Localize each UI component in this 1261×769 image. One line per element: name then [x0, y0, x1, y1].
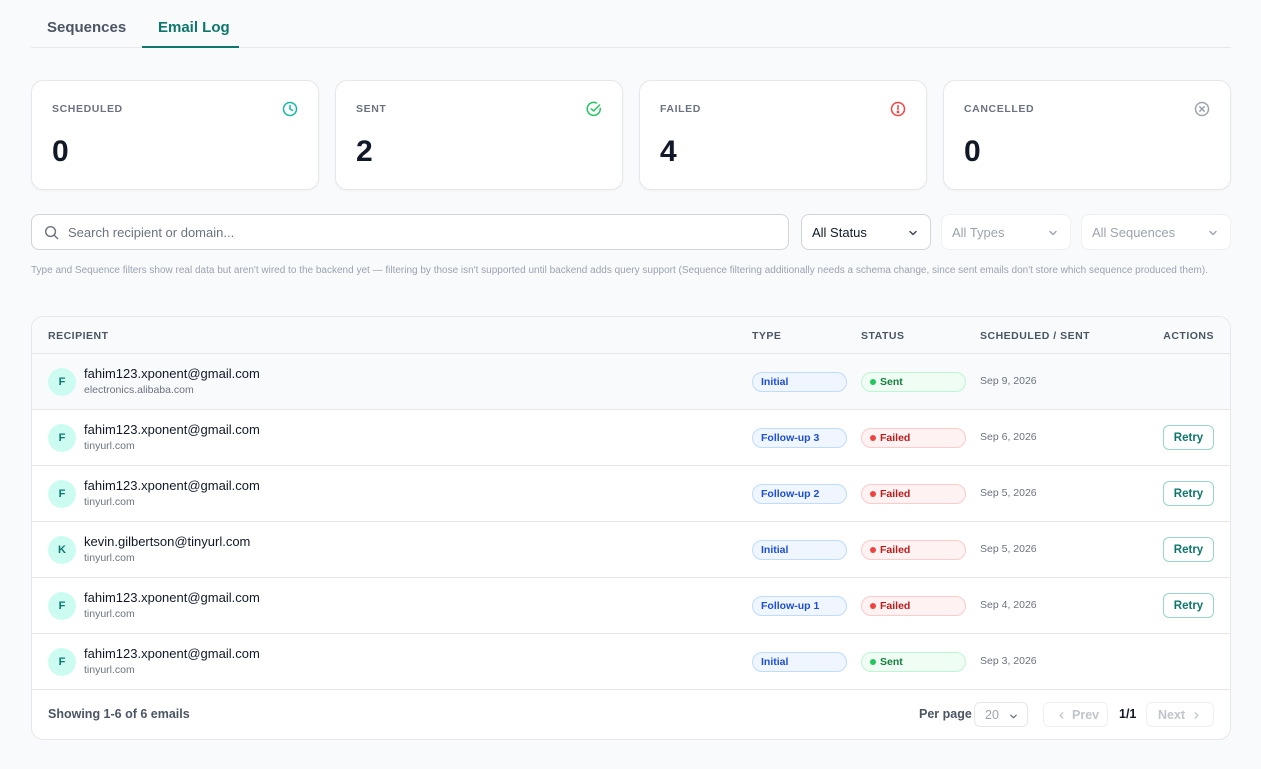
retry-button[interactable]: Retry — [1163, 537, 1214, 562]
status-badge: Sent — [861, 652, 966, 672]
alert-circle-icon — [890, 101, 906, 117]
status-badge: Sent — [861, 372, 966, 392]
status-badge: Failed — [861, 484, 966, 504]
chevron-right-icon — [1194, 712, 1199, 719]
recipient-email: fahim123.xponent@gmail.com — [84, 422, 260, 437]
tab-email-log[interactable]: Email Log — [158, 19, 230, 36]
stat-value: 2 — [356, 135, 373, 168]
recipient-email: fahim123.xponent@gmail.com — [84, 646, 260, 661]
chevron-down-icon — [909, 230, 917, 236]
clock-icon — [282, 101, 298, 117]
scheduled-date: Sep 4, 2026 — [980, 599, 1037, 611]
stat-value: 0 — [964, 135, 981, 168]
recipient-domain: electronics.alibaba.com — [84, 384, 194, 396]
column-header-date: SCHEDULED / SENT — [980, 330, 1091, 342]
stat-value: 4 — [660, 135, 677, 168]
recipient-domain: tinyurl.com — [84, 496, 135, 508]
active-tab-indicator — [142, 46, 239, 48]
recipient-email: fahim123.xponent@gmail.com — [84, 366, 260, 381]
column-header-actions: ACTIONS — [1163, 330, 1214, 342]
recipient-domain: tinyurl.com — [84, 440, 135, 452]
scheduled-date: Sep 9, 2026 — [980, 375, 1037, 387]
x-circle-icon — [1194, 101, 1210, 117]
per-page-label: Per page — [919, 707, 972, 721]
type-badge: Follow-up 3 — [752, 428, 847, 448]
search-icon — [44, 225, 59, 240]
table-footer: Showing 1-6 of 6 emails Per page 20 Prev… — [32, 689, 1230, 739]
next-label: Next — [1158, 708, 1186, 722]
recipient-email: kevin.gilbertson@tinyurl.com — [84, 534, 251, 549]
retry-button[interactable]: Retry — [1163, 425, 1214, 450]
stat-label: CANCELLED — [964, 103, 1035, 115]
tab-bar: Sequences Email Log — [31, 0, 1231, 48]
stat-card-cancelled: CANCELLED 0 — [943, 80, 1231, 190]
stat-value: 0 — [52, 135, 69, 168]
recipient-email: fahim123.xponent@gmail.com — [84, 478, 260, 493]
next-page-button[interactable]: Next — [1146, 702, 1214, 727]
column-header-type: TYPE — [752, 330, 782, 342]
tab-sequences[interactable]: Sequences — [47, 19, 127, 36]
stat-label: SENT — [356, 103, 387, 115]
chevron-down-icon — [1010, 714, 1017, 719]
type-filter-select[interactable]: All Types — [941, 214, 1071, 250]
chevron-down-icon — [1049, 230, 1057, 236]
scheduled-date: Sep 5, 2026 — [980, 487, 1037, 499]
search-box — [31, 214, 789, 250]
avatar: F — [48, 480, 76, 508]
retry-button[interactable]: Retry — [1163, 593, 1214, 618]
avatar: F — [48, 648, 76, 676]
filter-note: Type and Sequence filters show real data… — [31, 265, 1208, 276]
scheduled-date: Sep 5, 2026 — [980, 543, 1037, 555]
avatar: F — [48, 592, 76, 620]
check-circle-icon — [586, 101, 601, 117]
avatar: K — [48, 536, 76, 564]
search-input[interactable] — [68, 215, 768, 249]
stat-label: FAILED — [660, 103, 701, 115]
recipient-domain: tinyurl.com — [84, 664, 135, 676]
column-header-recipient: RECIPIENT — [48, 330, 109, 342]
status-badge: Failed — [861, 428, 966, 448]
recipient-domain: tinyurl.com — [84, 608, 135, 620]
chevron-down-icon — [1209, 230, 1217, 236]
per-page-select[interactable]: 20 — [974, 702, 1028, 727]
type-badge: Follow-up 1 — [752, 596, 847, 616]
chevron-left-icon — [1059, 712, 1064, 719]
type-badge: Follow-up 2 — [752, 484, 847, 504]
status-badge: Failed — [861, 596, 966, 616]
type-badge: Initial — [752, 540, 847, 560]
page-indicator: 1/1 — [1119, 707, 1137, 721]
recipient-email: fahim123.xponent@gmail.com — [84, 590, 260, 605]
stat-card-failed: FAILED 4 — [639, 80, 927, 190]
avatar: F — [48, 424, 76, 452]
per-page-value: 20 — [985, 708, 999, 722]
prev-page-button[interactable]: Prev — [1043, 702, 1108, 727]
status-filter-value: All Status — [812, 225, 867, 240]
type-badge: Initial — [752, 372, 847, 392]
status-badge: Failed — [861, 540, 966, 560]
avatar: F — [48, 368, 76, 396]
email-log-table: RECIPIENT TYPE STATUS SCHEDULED / SENT A… — [31, 316, 1231, 740]
scheduled-date: Sep 6, 2026 — [980, 431, 1037, 443]
sequence-filter-value: All Sequences — [1092, 225, 1176, 240]
recipient-domain: tinyurl.com — [84, 552, 135, 564]
status-filter-select[interactable]: All Status — [801, 214, 931, 250]
stat-card-scheduled: SCHEDULED 0 — [31, 80, 319, 190]
prev-label: Prev — [1072, 708, 1100, 722]
stat-label: SCHEDULED — [52, 103, 123, 115]
type-filter-value: All Types — [952, 225, 1005, 240]
stat-card-sent: SENT 2 — [335, 80, 623, 190]
sequence-filter-select[interactable]: All Sequences — [1081, 214, 1231, 250]
retry-button[interactable]: Retry — [1163, 481, 1214, 506]
table-header: RECIPIENT TYPE STATUS SCHEDULED / SENT A… — [32, 317, 1230, 354]
showing-count: Showing 1-6 of 6 emails — [48, 707, 190, 721]
type-badge: Initial — [752, 652, 847, 672]
scheduled-date: Sep 3, 2026 — [980, 655, 1037, 667]
column-header-status: STATUS — [861, 330, 905, 342]
